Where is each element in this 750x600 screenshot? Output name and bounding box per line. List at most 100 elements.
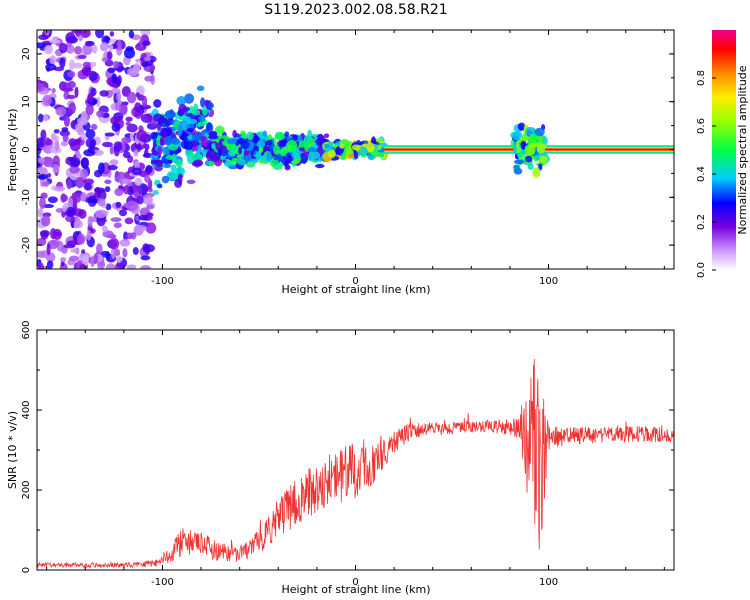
heatmap-cell [240,139,250,150]
heatmap-cell [49,39,61,44]
heatmap-cell [144,75,154,82]
heatmap-cell [206,150,217,158]
heatmap-cell [85,137,97,149]
heatmap-cell [534,127,545,137]
heatmap-cell [513,146,518,155]
heatmap-cell [258,147,264,153]
heatmap-cell [63,115,70,127]
heatmap-cell [99,42,109,52]
heatmap-cell [184,148,194,157]
heatmap-cell [93,252,98,265]
heatmap-cell [109,31,115,37]
heatmap-cell [133,149,139,157]
heatmap-cell [214,125,225,135]
heatmap-cell [123,47,136,59]
heatmap-cell [116,91,122,102]
heatmap-cell [65,32,76,44]
heatmap-cell [200,97,206,108]
heatmap-cell [40,231,49,240]
heatmap-cell [76,177,83,189]
heatmap-cell [144,148,149,158]
heatmap-cell [74,86,79,98]
heatmap-cell [74,45,83,55]
heatmap-cell [110,217,122,222]
heatmap-cell [135,225,147,232]
heatmap-cell [83,149,96,157]
heatmap-cell [211,156,221,161]
heatmap-cell [188,106,195,114]
heatmap-cell [285,152,291,159]
heatmap-cell [157,146,163,156]
heatmap-cell [119,238,131,247]
heatmap-cell [118,209,128,217]
heatmap-cell [116,46,123,56]
heatmap-cell [114,116,121,123]
colorbar: 0.0 0.2 0.4 0.6 0.8 Normalized spectral ampl… [696,30,749,278]
heatmap-cell [161,129,169,137]
heatmap-cell [208,131,218,138]
heatmap-cell [124,217,134,225]
heatmap-marks [37,30,674,269]
heatmap-cell [201,105,209,116]
heatmap-cell [275,133,286,141]
heatmap-cell [180,139,189,150]
heatmap-cell [37,207,44,218]
heatmap-cell [95,243,103,255]
heatmap-cell [174,178,183,189]
heatmap-cell [121,136,132,144]
heatmap-cell [58,42,68,54]
heatmap-cell [122,151,131,159]
heatmap-cell [52,155,60,167]
heatmap-cell [60,140,69,147]
heatmap-cell [131,167,142,176]
heatmap-cell [140,113,153,124]
heatmap-cell [71,30,83,34]
heatmap-cell [133,186,142,199]
heatmap-cell [168,143,179,151]
heatmap-cell [37,157,45,164]
heatmap-cell [262,130,267,138]
y-tick-label: -10 [21,189,32,205]
heatmap-cell [227,162,236,167]
heatmap-cell [45,138,53,146]
heatmap-cell [37,42,46,49]
heatmap-cell [164,110,176,119]
heatmap-cell [238,146,243,155]
heatmap-cell [186,179,196,185]
heatmap-cell [227,142,236,150]
heatmap-cell [43,162,55,168]
heatmap-cell [255,151,262,161]
heatmap-cell [44,30,50,36]
heatmap-cell [265,139,273,146]
heatmap-cell [113,249,119,256]
heatmap-cell [108,43,114,53]
y-tick-label: 0 [21,146,32,152]
heatmap-cell [266,151,272,162]
heatmap-cell [54,231,62,237]
colorbar-gradient [712,30,736,270]
heatmap-cell [59,130,71,137]
x-tick-label: -100 [151,276,174,287]
snr-xlabel: Height of straight line (km) [281,583,430,596]
heatmap-cell [196,85,205,92]
colorbar-label: Normalized spectral amplitude [736,65,749,234]
heatmap-cell [532,167,541,178]
heatmap-cell [339,144,345,149]
heatmap-cell [517,122,526,131]
heatmap-cell [256,139,266,149]
heatmap-cell [145,222,157,234]
heatmap-cell [170,164,177,172]
heatmap-cell [527,163,534,170]
heatmap-cell [113,222,122,229]
heatmap-cell [52,163,60,174]
heatmap-cell [153,99,162,108]
heatmap-cell [50,227,57,240]
heatmap-cell [65,215,76,223]
heatmap-cell [152,189,159,196]
heatmap-cell [102,225,108,233]
heatmap-cell [132,246,139,256]
heatmap-cell [143,56,152,62]
